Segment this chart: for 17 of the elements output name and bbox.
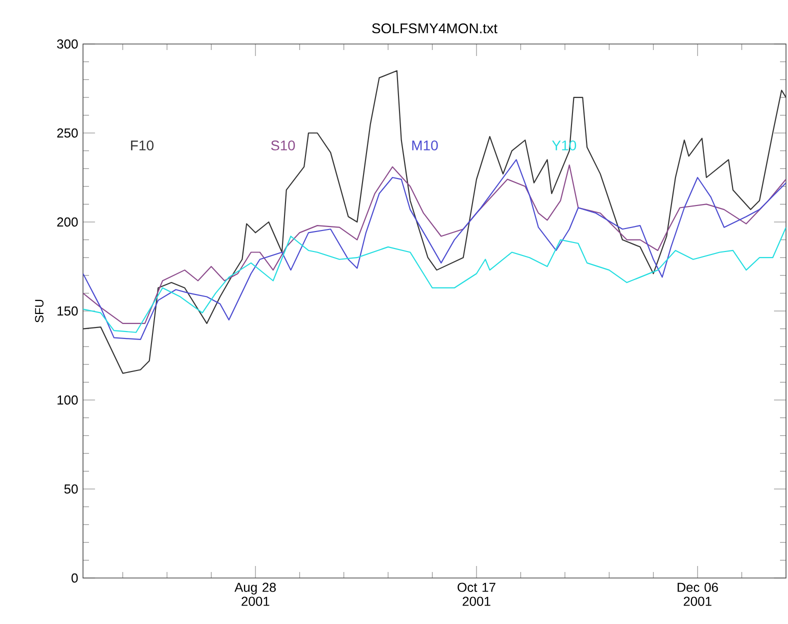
- line-series: [83, 226, 786, 333]
- line-series: [83, 70, 786, 374]
- y-tick-label: 200: [57, 217, 78, 227]
- text: S10: [271, 140, 295, 150]
- x-tick-label: Aug 28 2001: [234, 582, 276, 606]
- x-tick-label: Oct 17 2001: [458, 582, 496, 606]
- text: M10: [412, 140, 438, 150]
- chart-title: SOLFSMY4MON.txt: [372, 23, 498, 34]
- text: F10: [131, 140, 154, 150]
- y-tick-label: 50: [64, 484, 78, 494]
- y-tick-label: 300: [57, 39, 78, 49]
- y-axis-title: SFU: [35, 300, 44, 322]
- y-tick-label: 150: [58, 306, 78, 316]
- y-tick-label: 100: [58, 395, 78, 405]
- y-tick-label: 250: [57, 128, 78, 138]
- x-tick-label: Dec 06 2001: [678, 582, 718, 606]
- y-tick-label: 0: [72, 573, 78, 583]
